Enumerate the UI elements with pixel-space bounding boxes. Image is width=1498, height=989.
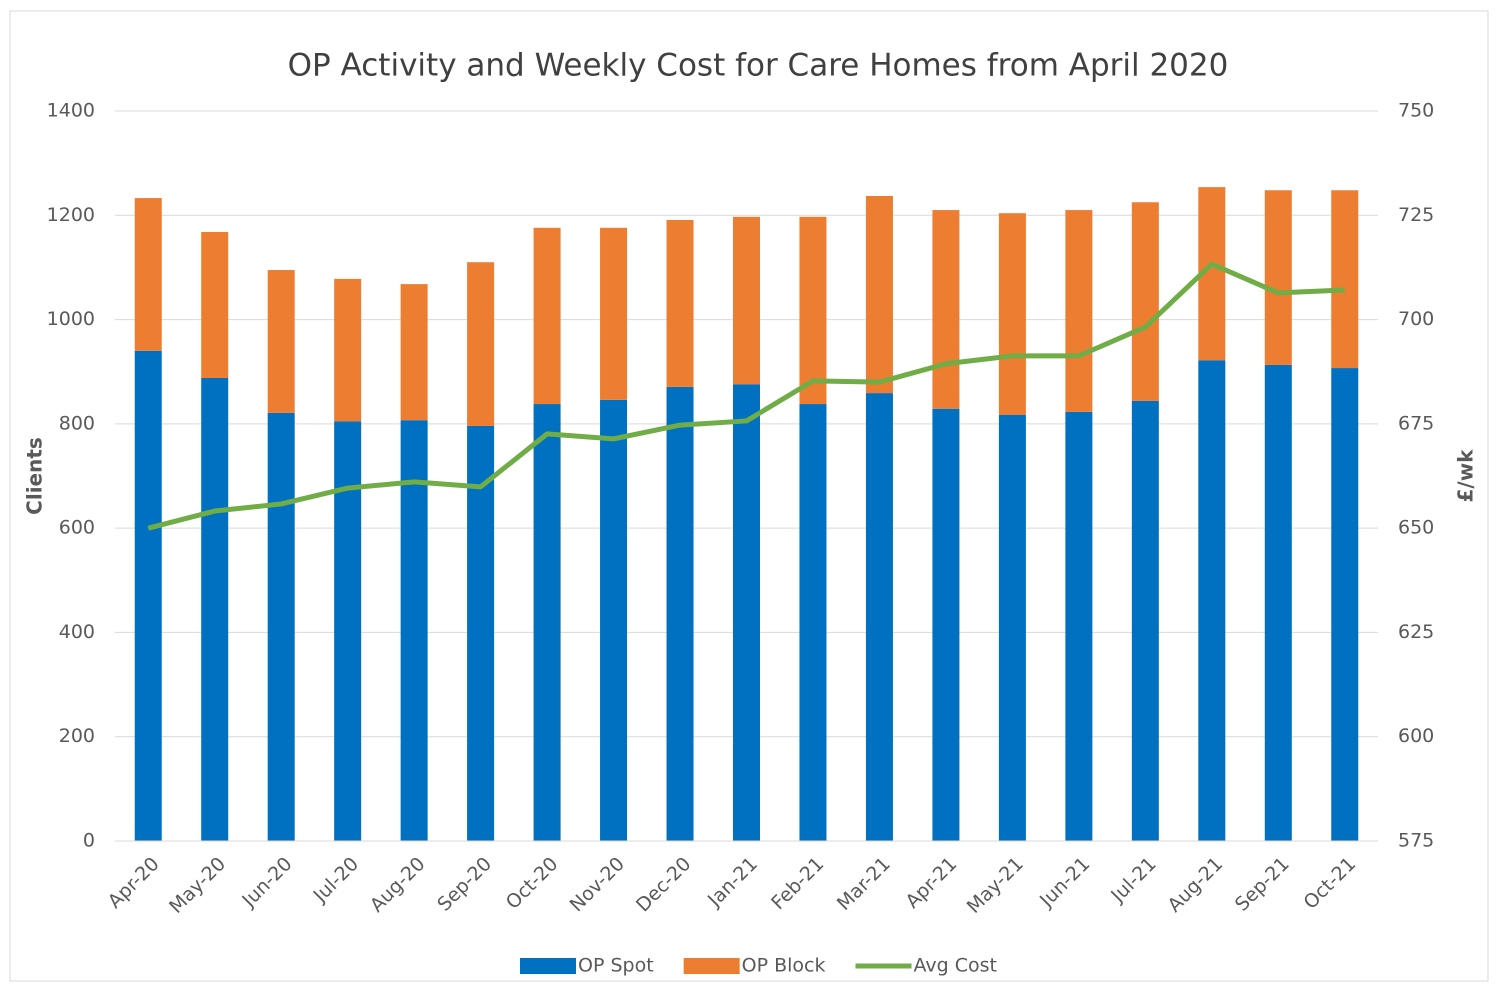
bar	[267, 270, 295, 413]
bar	[1198, 360, 1226, 841]
bar	[467, 425, 495, 841]
bar	[799, 216, 827, 405]
bar	[600, 399, 628, 841]
bar	[134, 198, 162, 351]
bar	[865, 195, 893, 394]
bar	[733, 384, 760, 841]
bar	[733, 216, 760, 385]
bar	[799, 404, 827, 841]
bar	[932, 408, 960, 841]
bar	[134, 350, 162, 841]
bar	[400, 420, 428, 841]
y-axis-title: Clients	[23, 437, 47, 515]
legend-swatch	[520, 958, 576, 974]
bar	[998, 414, 1026, 841]
y-tick-label: 400	[59, 621, 95, 643]
bar	[334, 421, 362, 841]
y-tick-label: 800	[59, 412, 95, 434]
legend-label: OP Block	[742, 955, 826, 977]
bar	[201, 231, 229, 378]
chart-title: OP Activity and Weekly Cost for Care Hom…	[288, 48, 1229, 84]
legend-label: Avg Cost	[914, 955, 997, 977]
bar	[600, 227, 628, 400]
bar	[666, 386, 694, 841]
bar	[666, 219, 694, 387]
bar	[1131, 202, 1159, 401]
bar	[1065, 411, 1093, 841]
y-tick-label: 600	[59, 517, 95, 539]
y-tick-label: 0	[83, 830, 95, 852]
y2-tick-label: 575	[1398, 830, 1434, 852]
bar	[334, 278, 362, 422]
bar	[998, 213, 1026, 415]
bar	[400, 284, 428, 421]
y-tick-label: 200	[59, 725, 95, 747]
y2-tick-label: 725	[1398, 204, 1434, 226]
bar	[267, 412, 295, 841]
bar	[1264, 190, 1292, 365]
y-tick-label: 1400	[47, 100, 95, 122]
bar	[1331, 368, 1359, 841]
legend-label: OP Spot	[578, 955, 654, 977]
y2-tick-label: 675	[1398, 412, 1434, 434]
bar	[1131, 400, 1159, 841]
y2-tick-label: 750	[1398, 100, 1434, 122]
bar	[533, 227, 561, 405]
bar	[533, 404, 561, 841]
bar	[1264, 364, 1292, 841]
line	[147, 261, 1345, 531]
y2-tick-label: 650	[1398, 517, 1434, 539]
legend-swatch	[683, 958, 740, 974]
y-tick-label: 1000	[47, 308, 95, 330]
bar	[1065, 210, 1093, 412]
y2-tick-label: 700	[1398, 308, 1434, 330]
y2-tick-label: 625	[1398, 621, 1434, 643]
y2-tick-label: 600	[1398, 725, 1434, 747]
bar	[865, 393, 893, 841]
bar	[201, 377, 229, 841]
y-tick-label: 1200	[47, 204, 95, 226]
y2-axis-title: £/wk	[1454, 449, 1478, 503]
bar	[467, 262, 495, 426]
bar	[932, 210, 960, 409]
bar	[1331, 190, 1359, 369]
